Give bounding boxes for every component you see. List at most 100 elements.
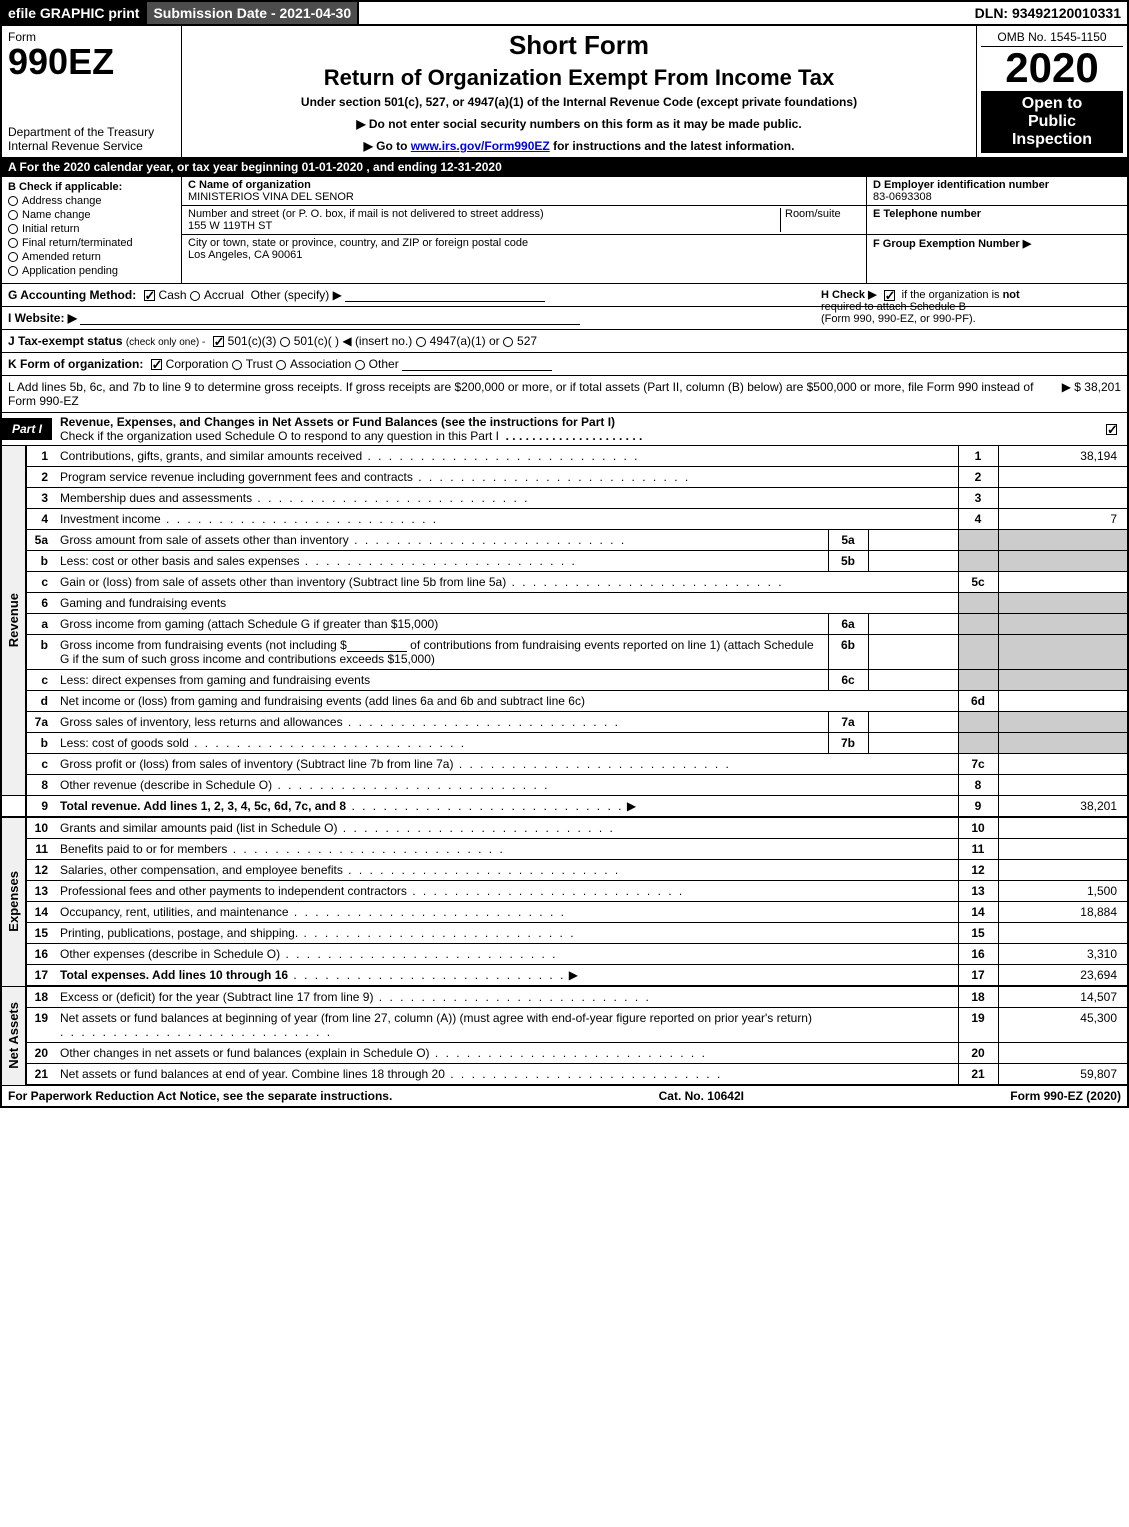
netassets-section-label: Net Assets <box>6 1002 21 1069</box>
cb-initial-return[interactable]: Initial return <box>8 223 175 235</box>
line-5a-desc: Gross amount from sale of assets other t… <box>60 533 349 547</box>
line-14-num: 14 <box>26 902 56 923</box>
line-15-cell: 15 <box>958 923 998 944</box>
line-6-desc: Gaming and fundraising events <box>56 593 958 614</box>
sub-6b-val <box>868 635 958 670</box>
line-5c-cell: 5c <box>958 572 998 593</box>
label-cash: Cash <box>159 288 187 302</box>
footer-right: Form 990-EZ (2020) <box>1010 1089 1121 1103</box>
row-a-tax-year: A For the 2020 calendar year, or tax yea… <box>0 158 1129 177</box>
org-name: MINISTERIOS VINA DEL SENOR <box>188 191 860 203</box>
cb-trust[interactable] <box>232 360 242 370</box>
line-7c-cell: 7c <box>958 754 998 775</box>
line-8-num: 8 <box>26 775 56 796</box>
label-501c3: 501(c)(3) <box>228 334 277 348</box>
k-label: K Form of organization: <box>8 357 143 371</box>
cb-name-change[interactable]: Name change <box>8 209 175 221</box>
line-16-cell: 16 <box>958 944 998 965</box>
i-label: I Website: ▶ <box>8 311 77 325</box>
cb-cash[interactable] <box>144 290 155 301</box>
cb-4947[interactable] <box>416 337 426 347</box>
cb-501c[interactable] <box>280 337 290 347</box>
line-21-desc: Net assets or fund balances at end of ye… <box>60 1067 445 1081</box>
line-6d-cell: 6d <box>958 691 998 712</box>
line-20-num: 20 <box>26 1043 56 1064</box>
line-10-amount <box>998 817 1128 839</box>
j-label: J Tax-exempt status <box>8 334 123 348</box>
line-10-cell: 10 <box>958 817 998 839</box>
sub-5b-val <box>868 551 958 572</box>
h-text1: if the organization is <box>902 289 1003 301</box>
line-7c-num: c <box>26 754 56 775</box>
cb-association[interactable] <box>276 360 286 370</box>
line-17-cell: 17 <box>958 965 998 987</box>
cb-corporation[interactable] <box>151 359 162 370</box>
line-12-cell: 12 <box>958 860 998 881</box>
open-line2: Public <box>981 113 1123 131</box>
line-5a-num: 5a <box>26 530 56 551</box>
line-15-amount <box>998 923 1128 944</box>
h-label: H Check ▶ <box>821 289 877 301</box>
line-9-amount: 38,201 <box>998 796 1128 818</box>
label-accrual: Accrual <box>204 288 244 302</box>
line-5b-desc: Less: cost or other basis and sales expe… <box>60 554 299 568</box>
cb-address-change[interactable]: Address change <box>8 195 175 207</box>
cb-final-return[interactable]: Final return/terminated <box>8 237 175 249</box>
line-7a-desc: Gross sales of inventory, less returns a… <box>60 715 343 729</box>
line-13-cell: 13 <box>958 881 998 902</box>
line-21-num: 21 <box>26 1064 56 1086</box>
cb-other-org[interactable] <box>355 360 365 370</box>
line-13-amount: 1,500 <box>998 881 1128 902</box>
irs-link[interactable]: www.irs.gov/Form990EZ <box>411 139 550 153</box>
sub-6c-val <box>868 670 958 691</box>
line-16-num: 16 <box>26 944 56 965</box>
city-state-zip: Los Angeles, CA 90061 <box>188 249 860 261</box>
line-14-desc: Occupancy, rent, utilities, and maintena… <box>60 905 289 919</box>
section-d: D Employer identification number 83-0693… <box>867 177 1127 283</box>
efile-print-label[interactable]: efile GRAPHIC print <box>2 2 147 24</box>
line-8-desc: Other revenue (describe in Schedule O) <box>60 778 272 792</box>
cb-527[interactable] <box>503 337 513 347</box>
line-14-amount: 18,884 <box>998 902 1128 923</box>
footer-mid: Cat. No. 10642I <box>659 1089 744 1103</box>
label-name-change: Name change <box>22 209 91 221</box>
line-7c-desc: Gross profit or (loss) from sales of inv… <box>60 757 453 771</box>
cb-amended-return[interactable]: Amended return <box>8 251 175 263</box>
city-label: City or town, state or province, country… <box>188 237 860 249</box>
label-corporation: Corporation <box>166 357 229 371</box>
line-6a-desc: Gross income from gaming (attach Schedul… <box>60 617 438 631</box>
cb-schedule-o-used[interactable] <box>1106 424 1117 435</box>
row-k: K Form of organization: Corporation Trus… <box>0 353 1129 376</box>
line-21-cell: 21 <box>958 1064 998 1086</box>
shaded-6b <box>958 635 998 670</box>
cb-501c3[interactable] <box>213 336 224 347</box>
line-5c-desc: Gain or (loss) from sale of assets other… <box>60 575 506 589</box>
notice-ssn: ▶ Do not enter social security numbers o… <box>192 117 966 131</box>
short-form-title: Short Form <box>192 30 966 61</box>
notice-goto: ▶ Go to www.irs.gov/Form990EZ for instru… <box>192 139 966 153</box>
sub-5a: 5a <box>828 530 868 551</box>
label-initial-return: Initial return <box>22 223 79 235</box>
cb-accrual[interactable] <box>190 291 200 301</box>
line-2-num: 2 <box>26 467 56 488</box>
tax-year: 2020 <box>981 47 1123 89</box>
line-6b-desc1: Gross income from fundraising events (no… <box>60 638 347 652</box>
sub-5a-val <box>868 530 958 551</box>
line-20-amount <box>998 1043 1128 1064</box>
addr-label: Number and street (or P. O. box, if mail… <box>188 208 780 220</box>
header-left: Form 990EZ Department of the Treasury In… <box>2 26 182 157</box>
other-specify-line <box>345 288 545 302</box>
l-amount: ▶ $ 38,201 <box>1042 380 1121 408</box>
revenue-section-label: Revenue <box>6 593 21 647</box>
line-11-num: 11 <box>26 839 56 860</box>
notice-pre: ▶ Go to <box>364 139 411 153</box>
cb-application-pending[interactable]: Application pending <box>8 265 175 277</box>
label-501c: 501(c)( ) ◀ (insert no.) <box>294 334 413 348</box>
c-name-label: C Name of organization <box>188 179 860 191</box>
line-17-desc: Total expenses. Add lines 10 through 16 <box>60 968 288 982</box>
line-18-num: 18 <box>26 986 56 1008</box>
subtitle: Under section 501(c), 527, or 4947(a)(1)… <box>192 95 966 109</box>
cb-schedule-b-not-required[interactable] <box>884 290 895 301</box>
shaded-5b <box>958 551 998 572</box>
line-7a-num: 7a <box>26 712 56 733</box>
